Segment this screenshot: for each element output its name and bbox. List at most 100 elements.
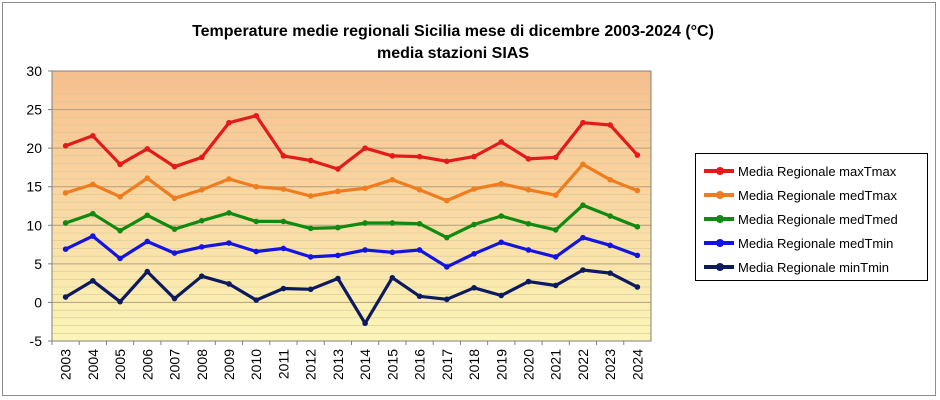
legend-label: Media Regionale medTmax [738, 187, 897, 203]
x-tick-label: 2011 [275, 349, 291, 379]
series-4 [62, 233, 641, 270]
data-point [525, 156, 532, 162]
data-point [552, 154, 559, 161]
chart-title: Temperature medie regionali Sicilia mese… [192, 23, 714, 40]
data-point [90, 133, 96, 139]
legend-swatch [704, 239, 734, 247]
data-point [607, 270, 613, 276]
data-point [280, 153, 287, 159]
legend-label: Media Regionale medTmed [738, 211, 898, 227]
data-point [389, 274, 396, 281]
x-tick-label: 2022 [575, 349, 591, 380]
series-line [64, 234, 638, 269]
x-tick-label: 2004 [85, 349, 101, 380]
data-point [90, 210, 96, 217]
y-tick-label: 15 [26, 179, 42, 195]
data-point [171, 295, 178, 302]
legend-label: Media Regionale minTmin [738, 259, 890, 275]
x-tick-label: 2014 [357, 349, 373, 380]
data-point [416, 293, 423, 300]
data-point [471, 251, 477, 257]
data-point [416, 220, 423, 227]
data-point [580, 202, 586, 209]
data-point [525, 247, 532, 253]
y-tick-label: 0 [34, 294, 42, 310]
chart-title-block: Temperature medie regionali Sicilia mese… [43, 21, 863, 65]
data-point [525, 187, 532, 193]
data-point [90, 233, 96, 239]
x-tick-label: 2012 [303, 349, 319, 380]
data-point [62, 294, 69, 300]
data-point [389, 153, 396, 159]
y-tick-label: -5 [30, 333, 43, 349]
data-point [443, 234, 450, 241]
data-point [171, 195, 178, 202]
data-point [144, 268, 151, 275]
series-line [65, 114, 639, 171]
data-point [280, 186, 287, 192]
data-point [498, 239, 505, 246]
data-point [389, 176, 396, 183]
data-point [62, 220, 69, 226]
data-point [498, 180, 505, 187]
legend-entry: Media Regionale medTmed [704, 207, 927, 231]
x-tick-label: 2008 [194, 349, 210, 380]
legend-entry: Media Regionale medTmin [704, 231, 927, 255]
series-5 [62, 267, 641, 327]
data-point [307, 193, 314, 199]
series-3 [62, 202, 641, 241]
y-tick-label: 20 [26, 140, 42, 156]
plot-area [52, 71, 651, 341]
data-point [253, 248, 260, 255]
x-tick-label: 2016 [412, 349, 428, 380]
data-point [389, 249, 396, 256]
data-point [144, 146, 151, 152]
data-point [634, 152, 641, 158]
data-point [471, 186, 477, 192]
chart-frame: Temperature medie regionali Sicilia mese… [2, 2, 936, 396]
data-point [552, 282, 559, 289]
legend-swatch [704, 263, 734, 271]
x-tick-label: 2021 [548, 349, 564, 380]
x-tick-label: 2019 [493, 349, 509, 380]
data-point [62, 143, 69, 149]
data-point [171, 250, 178, 256]
data-point [443, 158, 450, 165]
data-point [253, 297, 260, 303]
chart-legend: Media Regionale maxTmax Media Regionale m… [695, 153, 928, 281]
data-point [62, 246, 69, 252]
data-point [498, 213, 505, 219]
data-point [307, 286, 314, 293]
legend-entry: Media Regionale maxTmax [704, 159, 927, 183]
legend-entry: Media Regionale minTmin [704, 255, 927, 279]
y-tick-label: 30 [26, 63, 42, 79]
series-line [65, 162, 638, 203]
line-chart: -5 0 5 10 15 20 25 30 2003 2004 2005 2006 2007 2008 20… [26, 63, 652, 380]
data-point [253, 218, 260, 225]
series-2 [62, 161, 641, 204]
data-point [198, 154, 205, 161]
x-tick-label: 2023 [602, 349, 618, 380]
data-point [253, 112, 260, 119]
data-point [335, 275, 341, 282]
legend-swatch [704, 191, 734, 199]
data-point [307, 225, 314, 232]
data-point [198, 273, 205, 280]
x-tick-label: 2010 [248, 349, 264, 380]
data-point [144, 175, 151, 182]
data-point [607, 176, 613, 183]
data-point [198, 244, 205, 250]
legend-swatch [704, 167, 734, 175]
data-point [144, 212, 151, 219]
data-point [362, 220, 368, 226]
data-point [362, 320, 368, 327]
data-point [171, 226, 178, 232]
series-line [65, 203, 638, 240]
data-point [171, 163, 178, 170]
data-point [307, 254, 314, 260]
data-point [198, 187, 205, 193]
data-point [226, 176, 232, 182]
data-point [416, 247, 423, 253]
data-point [280, 285, 287, 292]
data-point [362, 247, 368, 253]
